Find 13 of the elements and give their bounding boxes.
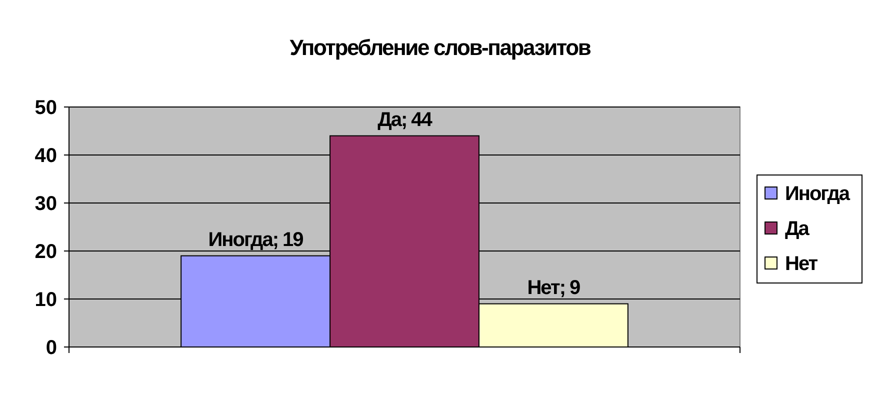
y-tick-label: 20 xyxy=(34,241,57,263)
chart-title: Употребление слов-паразитов xyxy=(290,35,591,60)
y-tick-label: 0 xyxy=(46,337,57,359)
legend-label: Да xyxy=(785,218,810,240)
y-tick-label: 10 xyxy=(34,289,57,311)
data-label: Да; 44 xyxy=(378,108,434,131)
legend-label: Иногда xyxy=(785,183,851,205)
legend-label: Нет xyxy=(785,253,818,275)
data-label: Иногда; 19 xyxy=(208,228,304,251)
y-tick-label: 30 xyxy=(34,193,57,215)
y-tick-label: 50 xyxy=(34,97,57,119)
data-label: Нет; 9 xyxy=(527,276,581,299)
y-tick-label: 40 xyxy=(34,145,57,167)
